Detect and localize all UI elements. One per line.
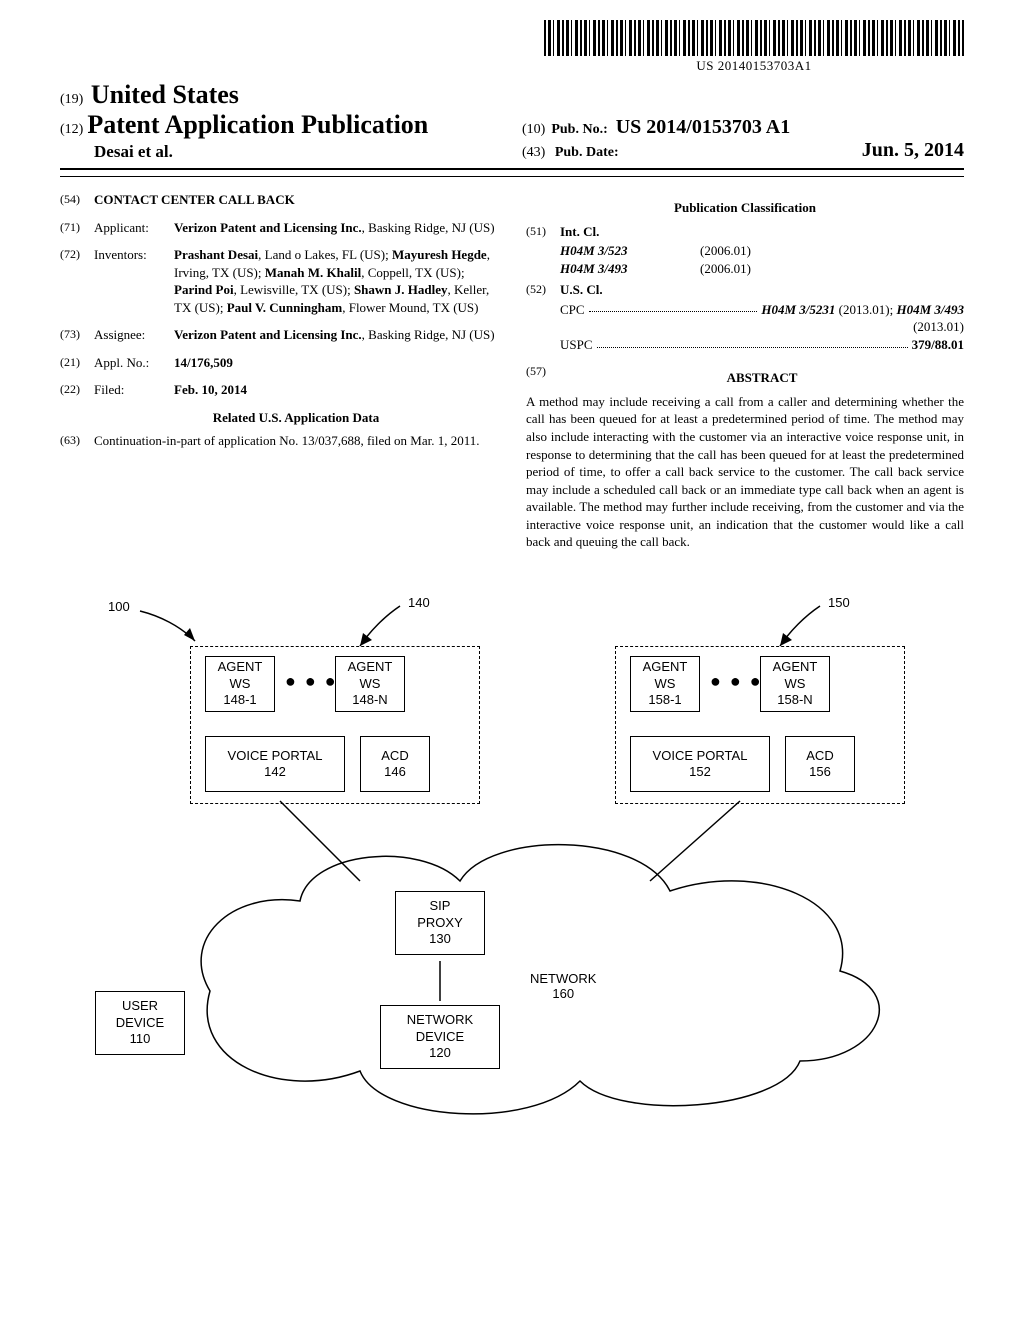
header-country-line: (19) United States (60, 80, 964, 110)
intcl-label: Int. Cl. (560, 223, 964, 241)
intcl-num: (51) (526, 223, 560, 241)
assignee-num: (73) (60, 326, 94, 344)
intcl2: H04M 3/493 (560, 260, 700, 278)
uspc-dots (597, 336, 908, 348)
applicant-num: (71) (60, 219, 94, 237)
header: (19) United States (12) Patent Applicati… (60, 80, 964, 177)
class-heading: Publication Classification (526, 199, 964, 217)
pub-prefix: (12) (60, 122, 83, 137)
box-acd-156: ACD156 (785, 736, 855, 792)
box-agent-158-1: AGENTWS158-1 (630, 656, 700, 712)
assignee-label: Assignee: (94, 326, 174, 344)
assignee-body: Verizon Patent and Licensing Inc., Baski… (174, 326, 498, 344)
box-agent-148-n: AGENTWS148-N (335, 656, 405, 712)
abstract-text: A method may include receiving a call fr… (526, 393, 964, 551)
box-user-device: USERDEVICE110 (95, 991, 185, 1055)
pubdate-value: Jun. 5, 2014 (862, 139, 964, 162)
pubno-value: US 2014/0153703 A1 (616, 116, 790, 139)
uscl-num: (52) (526, 281, 560, 299)
box-acd-146: ACD146 (360, 736, 430, 792)
box-agent-158-n: AGENTWS158-N (760, 656, 830, 712)
abstract-header: (57) ABSTRACT (526, 363, 964, 393)
filed-num: (22) (60, 381, 94, 399)
authors: Desai et al. (94, 142, 502, 162)
pubno-prefix: (10) (522, 122, 545, 138)
inventors-label: Inventors: (94, 246, 174, 316)
assignee-name: Verizon Patent and Licensing Inc. (174, 327, 362, 342)
pub-no-line: (10) Pub. No.: US 2014/0153703 A1 (522, 116, 964, 139)
uscl-label: U.S. Cl. (560, 281, 964, 299)
header-rule-thick (60, 168, 964, 170)
intcl-row2: H04M 3/493 (2006.01) (560, 260, 964, 278)
dots-140: ● ● ● (285, 671, 338, 692)
invention-title: CONTACT CENTER CALL BACK (94, 191, 498, 209)
barcode-text: US 20140153703A1 (544, 58, 964, 74)
abstract-num: (57) (526, 363, 560, 393)
barcode-graphic (544, 20, 964, 56)
pubdate-label: Pub. Date: (555, 145, 619, 160)
country-prefix: (19) (60, 92, 83, 107)
uspc-line: USPC 379/88.01 (560, 336, 964, 354)
appl-value: 14/176,509 (174, 354, 498, 372)
applicant-body: Verizon Patent and Licensing Inc., Baski… (174, 219, 498, 237)
appl-num: (21) (60, 354, 94, 372)
biblio-columns: (54) CONTACT CENTER CALL BACK (71) Appli… (60, 191, 964, 551)
cpc-label: CPC (560, 301, 585, 319)
figure-diagram: 100 140 150 AGENTWS148-1 ● ● ● AGENTWS14… (60, 591, 964, 1131)
abstract-label: ABSTRACT (560, 369, 964, 387)
filed-label: Filed: (94, 381, 174, 399)
pub-date-line: (43) Pub. Date: Jun. 5, 2014 (522, 139, 964, 162)
inventors-body: Prashant Desai, Land o Lakes, FL (US); M… (174, 246, 498, 316)
pubno-label: Pub. No.: (551, 122, 607, 138)
box-voice-portal-142: VOICE PORTAL142 (205, 736, 345, 792)
pubdate-prefix: (43) (522, 145, 545, 160)
ref-140: 140 (408, 595, 430, 610)
assignee-loc: , Basking Ridge, NJ (US) (362, 327, 495, 342)
barcode-block: US 20140153703A1 (544, 20, 964, 74)
box-agent-148-1: AGENTWS148-1 (205, 656, 275, 712)
cpc-date: (2013.01) (560, 318, 964, 336)
cont-num: (63) (60, 432, 94, 450)
header-rule-thin (60, 176, 964, 177)
title-num: (54) (60, 191, 94, 209)
inventors-num: (72) (60, 246, 94, 316)
cpc-dots (589, 301, 758, 313)
applicant-label: Applicant: (94, 219, 174, 237)
box-sip-proxy: SIPPROXY130 (395, 891, 485, 955)
appl-label: Appl. No.: (94, 354, 174, 372)
ref-100: 100 (108, 599, 130, 614)
right-column: Publication Classification (51) Int. Cl.… (526, 191, 964, 551)
uspc-value: 379/88.01 (912, 336, 964, 354)
intcl1: H04M 3/523 (560, 242, 700, 260)
left-column: (54) CONTACT CENTER CALL BACK (71) Appli… (60, 191, 498, 551)
related-heading: Related U.S. Application Data (94, 409, 498, 427)
cont-text: Continuation-in-part of application No. … (94, 432, 498, 450)
filed-value: Feb. 10, 2014 (174, 381, 498, 399)
ref-150: 150 (828, 595, 850, 610)
intcl2-date: (2006.01) (700, 260, 751, 278)
pub-type-line: (12) Patent Application Publication (60, 110, 502, 140)
box-voice-portal-152: VOICE PORTAL152 (630, 736, 770, 792)
box-network-device: NETWORKDEVICE120 (380, 1005, 500, 1069)
applicant-name: Verizon Patent and Licensing Inc. (174, 220, 362, 235)
uspc-label: USPC (560, 336, 593, 354)
applicant-loc: , Basking Ridge, NJ (US) (362, 220, 495, 235)
pub-type: Patent Application Publication (87, 110, 428, 139)
country-name: United States (91, 80, 239, 109)
intcl-row1: H04M 3/523 (2006.01) (560, 242, 964, 260)
intcl1-date: (2006.01) (700, 242, 751, 260)
cpc-line: CPC H04M 3/5231 (2013.01); H04M 3/493 (560, 301, 964, 319)
dots-150: ● ● ● (710, 671, 763, 692)
network-label: NETWORK160 (530, 971, 596, 1001)
